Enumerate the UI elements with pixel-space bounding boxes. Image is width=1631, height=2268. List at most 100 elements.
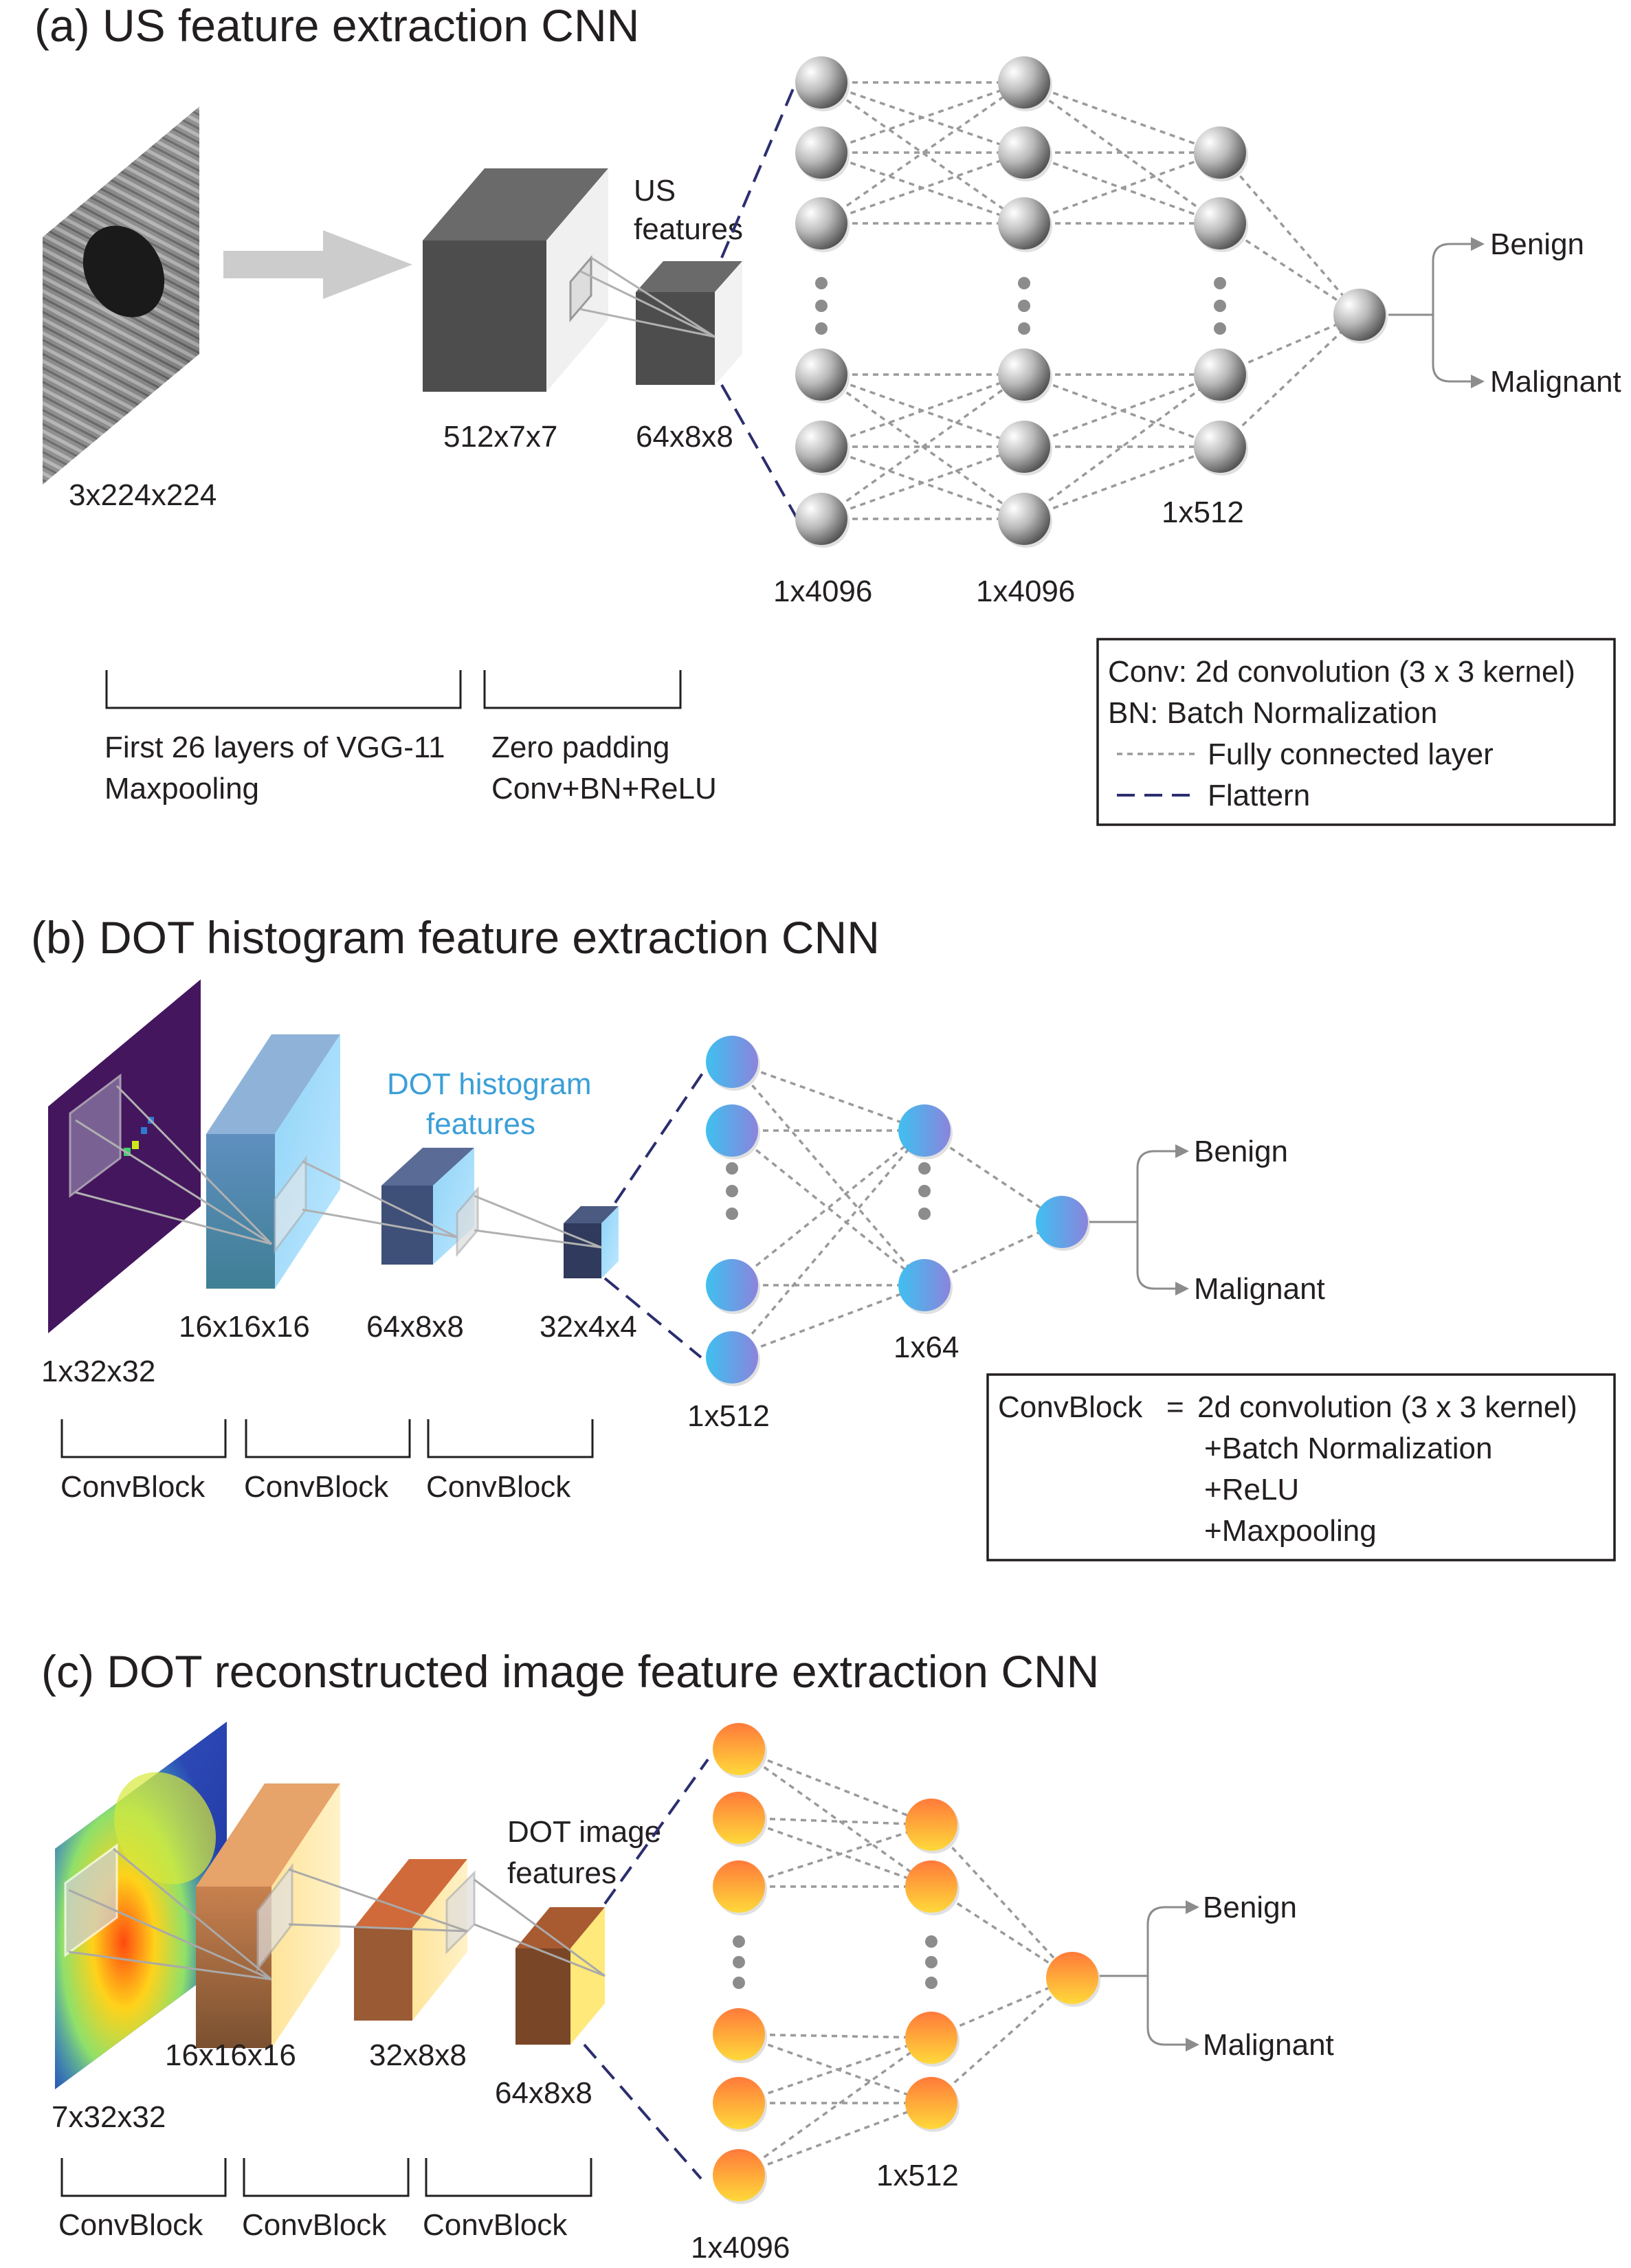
fc-node — [1194, 126, 1246, 179]
fc-node — [795, 348, 847, 401]
fc-connection — [738, 1816, 932, 1888]
fc-connection — [1219, 313, 1361, 448]
fc-node — [706, 1036, 758, 1088]
fc-connection — [1023, 81, 1221, 225]
fc-connection — [738, 2033, 932, 2104]
fc-connection — [738, 1823, 932, 1888]
fc-connection — [821, 151, 1025, 225]
us-fc-nodes — [795, 56, 1388, 548]
dot-image-block3-dim: 64x8x8 — [495, 2076, 592, 2110]
fc-node — [905, 1860, 957, 1913]
us-block1-dim: 512x7x7 — [443, 420, 557, 454]
fc-node — [713, 2077, 765, 2129]
dot-hist-brackets — [60, 1419, 594, 1458]
us-input-image — [43, 107, 199, 485]
dot-image-features-label-2: features — [507, 1856, 617, 1890]
fc-connection — [731, 1060, 925, 1132]
arrow-benign — [1471, 237, 1485, 251]
us-legend-flatten: Flattern — [1208, 779, 1310, 812]
fc-connection — [821, 81, 1025, 154]
dot-image-convblock-3: ConvBlock — [423, 2208, 568, 2242]
us-bracket1-line1: First 26 layers of VGG-11 — [104, 731, 445, 764]
us-output-split — [1388, 243, 1471, 383]
dot-hist-input-dim: 1x32x32 — [41, 1355, 155, 1388]
dot-hist-fc1-dim: 1x512 — [687, 1399, 770, 1433]
dot-image-fc-connections — [737, 1748, 1074, 2177]
fc-node — [713, 1723, 765, 1775]
fc-connection — [731, 1060, 926, 1287]
dot-image-output-split — [1100, 1906, 1186, 2046]
convblock-legend-line2: +Batch Normalization — [1204, 1432, 1492, 1465]
us-fc3-dim: 1x512 — [1162, 496, 1244, 529]
us-kernel-lines — [580, 256, 715, 338]
fc-connection — [821, 373, 1025, 448]
dot-image-block2-dim: 32x8x8 — [369, 2038, 467, 2072]
fc-node — [1333, 289, 1386, 341]
fc-node — [706, 1331, 758, 1383]
fc-node — [998, 126, 1050, 179]
dot-image-input-dim: 7x32x32 — [52, 2100, 166, 2134]
dot-image-fc-nodes — [713, 1723, 1100, 2204]
dot-hist-features-label-1: DOT histogram — [387, 1067, 592, 1101]
fc-node — [795, 493, 847, 545]
fc-node — [795, 197, 847, 249]
fc-node — [795, 421, 847, 473]
dot-hist-fc2-dim: 1x64 — [894, 1331, 959, 1364]
dot-image-block1-dim: 16x16x16 — [165, 2038, 296, 2072]
dot-hist-ellipsis-dots — [726, 1162, 931, 1220]
fc-node — [998, 493, 1050, 545]
fc-node — [1194, 421, 1246, 473]
panel-a: (a) US feature extraction CNN 3x224x224 … — [34, 0, 1621, 826]
fc-node — [905, 2077, 957, 2129]
convblock-legend-line3: +ReLU — [1204, 1473, 1299, 1507]
fc-node — [713, 2008, 765, 2060]
fc-connection — [1219, 222, 1360, 316]
dot-hist-fc-connections — [731, 1060, 1063, 1359]
fc-connection — [738, 1748, 932, 1826]
fc-connection — [1023, 373, 1221, 448]
convblock-legend-eq: = — [1166, 1390, 1184, 1424]
dot-image-fc1-dim: 1x4096 — [691, 2231, 790, 2265]
dot-hist-kernel-lines — [75, 1085, 602, 1249]
dot-hist-convblock-1: ConvBlock — [60, 1470, 206, 1504]
fc-node — [706, 1104, 758, 1157]
panel-c: (c) DOT reconstructed image feature extr… — [41, 1646, 1334, 2265]
fc-connection — [731, 1284, 925, 1359]
fc-node — [998, 197, 1050, 249]
arrow-benign — [1186, 1900, 1199, 1914]
us-bracket1-line2: Maxpooling — [104, 772, 259, 805]
arrow-malignant — [1471, 375, 1485, 388]
flow-arrow — [223, 230, 412, 299]
us-flatten-lines — [720, 78, 799, 520]
fc-connection — [930, 1823, 1074, 1979]
us-features-label-2: features — [634, 212, 743, 246]
dot-image-convblock-2: ConvBlock — [242, 2208, 387, 2242]
dot-hist-block2-dim: 64x8x8 — [366, 1310, 464, 1344]
fc-connection — [1023, 445, 1221, 520]
dot-hist-input-image — [48, 979, 201, 1333]
dot-hist-convblock-2: ConvBlock — [244, 1470, 389, 1504]
us-legend-line1: Conv: 2d convolution (3 x 3 kernel) — [1108, 655, 1575, 689]
dot-image-block-1 — [196, 1783, 340, 2048]
fc-connection — [1023, 151, 1221, 225]
fc-node — [905, 2012, 957, 2064]
panel-b-title: (b) DOT histogram feature extraction CNN — [31, 912, 880, 963]
dot-image-fc2-dim: 1x512 — [876, 2159, 959, 2192]
fc-connection — [1219, 151, 1361, 316]
dot-hist-block1-dim: 16x16x16 — [179, 1310, 310, 1344]
fc-connection — [820, 373, 1025, 520]
dot-hist-block-1 — [206, 1034, 340, 1289]
dot-hist-flatten-lines — [603, 1064, 709, 1359]
dot-image-brackets — [60, 2158, 592, 2197]
fc-node — [1036, 1196, 1088, 1248]
convblock-legend-line1: 2d convolution (3 x 3 kernel) — [1197, 1390, 1577, 1424]
dot-image-ellipsis-dots — [733, 1935, 937, 1989]
fc-node — [1046, 1952, 1098, 2004]
arrow-malignant — [1175, 1282, 1189, 1296]
fc-connection — [737, 2036, 933, 2177]
us-block2-dim: 64x8x8 — [636, 420, 733, 454]
us-ellipsis-dots — [815, 277, 1226, 335]
fc-connection — [738, 2102, 932, 2177]
dot-image-flatten-lines — [583, 1758, 709, 2180]
us-legend-line2: BN: Batch Normalization — [1108, 696, 1437, 730]
